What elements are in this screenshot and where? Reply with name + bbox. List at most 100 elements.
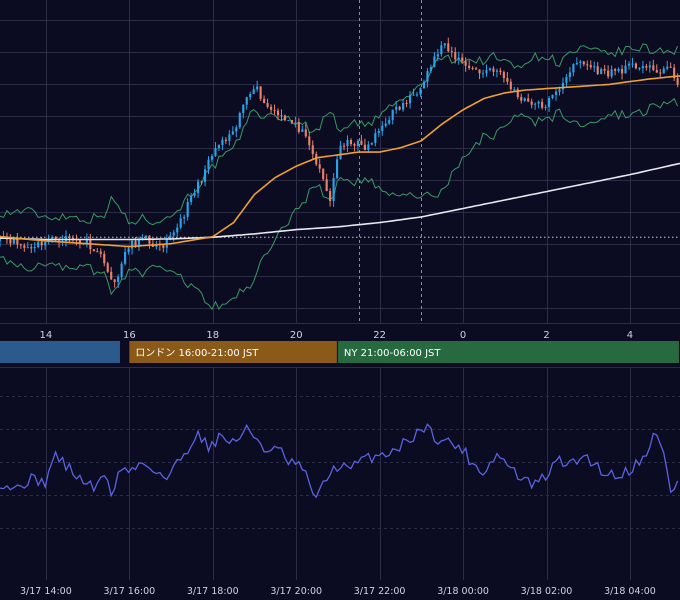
- candle-body: [68, 236, 71, 238]
- price-reference-lines: [0, 0, 680, 323]
- candle-body: [534, 103, 537, 105]
- candle-body: [641, 66, 644, 69]
- candle-body: [408, 94, 412, 104]
- candle-body: [85, 239, 88, 244]
- candle-body: [627, 63, 631, 66]
- candle-body: [485, 70, 488, 74]
- candle-body: [256, 86, 259, 90]
- moving-average-slow: [0, 162, 680, 241]
- candle-body: [242, 104, 245, 114]
- candle-body: [509, 81, 512, 90]
- date-tick-label: 3/18 00:00: [437, 586, 489, 597]
- candle-body: [0, 238, 2, 241]
- candle-body: [332, 177, 335, 202]
- date-tick-label: 3/17 18:00: [187, 586, 239, 597]
- candle-body: [377, 130, 380, 134]
- candle-body: [238, 113, 241, 128]
- candle-body: [544, 106, 547, 108]
- candle-body: [276, 110, 280, 116]
- candle-body: [620, 69, 624, 74]
- session-block: [0, 341, 120, 363]
- candle-body: [193, 192, 196, 196]
- candle-body: [422, 81, 426, 89]
- candle-body: [203, 169, 207, 182]
- candle-body: [374, 133, 377, 143]
- price-x-tick-label: 22: [373, 330, 386, 341]
- date-tick-label: 3/18 02:00: [521, 586, 573, 597]
- candle-body: [231, 131, 234, 135]
- candle-body: [249, 94, 252, 98]
- price-x-axis: 14 16 18 20 22 0 2 4: [40, 330, 634, 341]
- candle-body: [575, 62, 578, 65]
- candle-body: [454, 52, 457, 60]
- candle-body: [426, 71, 429, 82]
- candle-body: [245, 97, 248, 105]
- candle-body: [301, 129, 304, 132]
- candle-body: [179, 218, 182, 228]
- candle-body: [224, 139, 227, 141]
- candle-body: [655, 69, 658, 73]
- candle-body: [280, 115, 283, 117]
- candle-body: [26, 247, 29, 249]
- price-x-tick-label: 2: [543, 330, 549, 341]
- candle-body: [71, 237, 75, 239]
- candle-body: [120, 263, 123, 277]
- candle-body: [547, 98, 551, 107]
- candle-body: [183, 216, 186, 219]
- candle-body: [634, 63, 638, 69]
- candle-body: [676, 78, 679, 85]
- candle-body: [384, 123, 387, 126]
- session-bar: ロンドン 16:00-21:00 JST NY 21:00-06:00 JST: [0, 341, 679, 363]
- candle-body: [367, 144, 370, 150]
- candle-body: [92, 249, 95, 252]
- candle-body: [99, 251, 102, 254]
- candle-body: [197, 181, 200, 193]
- candle-body: [513, 89, 516, 91]
- candle-body: [551, 94, 554, 99]
- candle-body: [370, 142, 373, 145]
- candle-body: [506, 77, 509, 82]
- candle-body: [134, 240, 137, 248]
- candle-body: [186, 201, 189, 217]
- candle-body: [443, 43, 446, 46]
- candle-body: [659, 72, 662, 74]
- oscillator-pane: [0, 368, 680, 580]
- bollinger-upper: [0, 43, 679, 226]
- candle-body: [346, 139, 349, 146]
- candle-body: [176, 227, 179, 233]
- candle-body: [169, 235, 172, 240]
- candle-body: [124, 251, 127, 264]
- candle-body: [471, 67, 474, 69]
- candle-body: [558, 89, 561, 92]
- candle-body: [405, 103, 408, 105]
- candle-body: [353, 144, 356, 146]
- candle-body: [360, 140, 363, 145]
- candle-body: [600, 69, 603, 74]
- candle-body: [44, 242, 47, 246]
- date-tick-label: 3/17 20:00: [270, 586, 322, 597]
- candle-body: [450, 51, 453, 53]
- candle-body: [673, 67, 676, 79]
- candle-body: [433, 56, 436, 68]
- candle-body: [339, 145, 342, 160]
- candle-body: [356, 140, 360, 146]
- date-tick-label: 3/17 16:00: [103, 586, 155, 597]
- candle-body: [391, 109, 394, 120]
- session-block: [129, 341, 337, 363]
- candle-body: [457, 57, 460, 60]
- candle-body: [51, 237, 54, 240]
- candle-body: [37, 241, 40, 248]
- candle-body: [475, 68, 478, 70]
- moving-average-fast: [0, 75, 680, 248]
- oscillator-line: [0, 423, 679, 499]
- candle-body: [127, 248, 130, 252]
- candle-body: [464, 61, 467, 66]
- candle-body: [541, 101, 544, 108]
- candle-body: [266, 103, 269, 107]
- candle-body: [638, 68, 641, 70]
- candle-body: [283, 115, 287, 121]
- candle-body: [495, 70, 499, 72]
- candle-body: [363, 144, 366, 150]
